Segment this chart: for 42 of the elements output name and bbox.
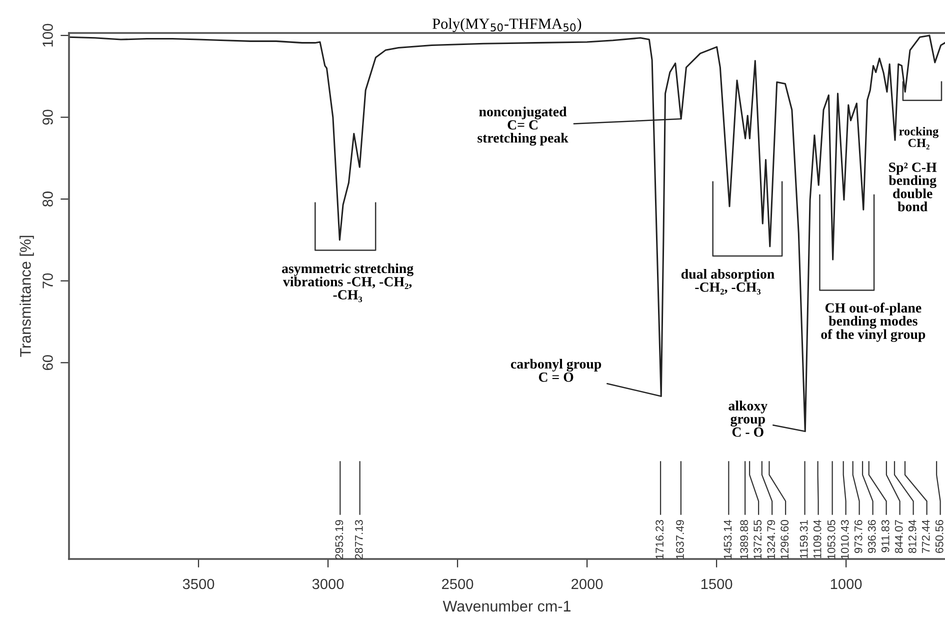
annotation: 1010.43: [840, 520, 849, 559]
x-axis-title: Wavenumber cm-1: [442, 600, 570, 612]
annotation: 650.56: [935, 520, 944, 553]
y-axis-title: Transmittance [%]: [20, 236, 34, 357]
annotation: 936.36: [868, 520, 876, 554]
annotation: 973.76: [854, 520, 862, 554]
annotation: 1159.31: [800, 520, 808, 558]
annotation: 1109.04: [813, 520, 822, 558]
annotation: 1389.88: [740, 520, 748, 559]
x-tick-label: 1500: [701, 578, 732, 590]
x-tick-label: 3500: [182, 578, 214, 590]
annotation: 1453.14: [724, 520, 732, 559]
annotation: 772.44: [922, 520, 930, 553]
chart-title: Poly(MY$_{50}$-THFMA$_{50}$): [432, 18, 582, 32]
annotation: 844.07: [894, 520, 903, 554]
annotation: carbonyl group C = O: [510, 358, 602, 382]
annotation: nonconjugated C= C stretching peak: [478, 106, 568, 146]
x-tick-label: 3000: [312, 578, 344, 590]
x-tick-label: 2500: [442, 578, 474, 590]
annotation: rocking CH₂: [899, 126, 939, 150]
y-tick-label: 100: [42, 24, 53, 47]
y-tick-label: 60: [42, 355, 53, 370]
y-tick-label: 70: [42, 273, 53, 288]
annotation: 911.83: [881, 520, 890, 552]
annotation: 1296.60: [780, 520, 789, 559]
annotation: 2877.13: [354, 520, 363, 560]
annotation: asymmetric stretching vibrations -CH, -CH₂, -CH₃: [282, 263, 414, 302]
annotation: 1637.49: [676, 520, 684, 559]
annotation: 1324.79: [767, 520, 776, 559]
y-tick-label: 80: [42, 192, 53, 207]
x-tick-label: 2000: [572, 578, 603, 590]
annotation: CH out-of-plane bending modes of the vinyl group: [821, 302, 926, 342]
y-tick-label: 90: [42, 110, 53, 125]
annotation: 2953.19: [335, 520, 344, 560]
annotation: 812.94: [908, 520, 916, 554]
annotation: 1372.55: [754, 520, 762, 559]
annotation: 1053.05: [827, 520, 836, 559]
annotation: 1716.23: [656, 520, 664, 559]
annotation: alkoxy group C - O: [728, 400, 768, 437]
annotation: dual absorption -CH₂, -CH₃: [681, 268, 774, 295]
x-tick-label: 1000: [830, 578, 862, 590]
annotation: Sp² C-H bending double bond: [888, 162, 937, 212]
